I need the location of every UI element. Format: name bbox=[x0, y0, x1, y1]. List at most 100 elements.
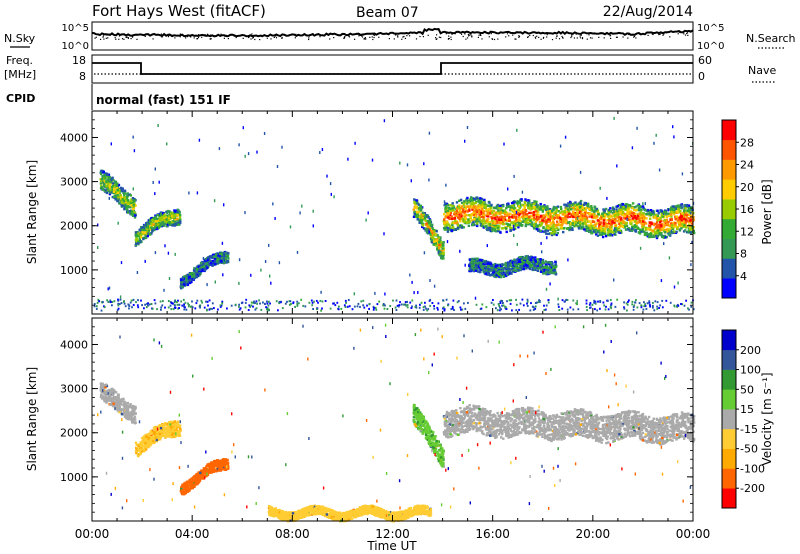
power-cell bbox=[613, 214, 617, 217]
power-cell bbox=[113, 186, 116, 189]
power-cell bbox=[630, 211, 633, 215]
power-cell bbox=[546, 212, 550, 215]
nsearch-point bbox=[659, 33, 661, 35]
power-cell bbox=[478, 208, 481, 211]
power-cell bbox=[447, 214, 450, 218]
power-cell bbox=[495, 275, 498, 279]
power-cell bbox=[685, 204, 688, 207]
power-cell bbox=[516, 220, 520, 223]
power-cell bbox=[469, 198, 472, 201]
power-cell bbox=[511, 208, 514, 211]
nsearch-point bbox=[105, 34, 107, 36]
power-cell bbox=[518, 206, 521, 210]
power-cell bbox=[448, 225, 451, 228]
power-cell bbox=[420, 220, 423, 223]
power-cell bbox=[531, 223, 534, 227]
nsearch-point bbox=[227, 38, 229, 40]
nsearch-point bbox=[610, 37, 612, 39]
power-cell bbox=[534, 220, 538, 224]
power-cell bbox=[576, 303, 578, 306]
nsearch-point bbox=[148, 34, 150, 36]
power-cell bbox=[681, 220, 684, 224]
power-cell bbox=[99, 178, 102, 181]
nsearch-point bbox=[461, 33, 463, 35]
power-cell bbox=[601, 231, 605, 234]
power-cell bbox=[527, 206, 530, 209]
power-cell bbox=[425, 223, 428, 227]
power-cell bbox=[608, 225, 611, 229]
nsearch-point bbox=[518, 35, 520, 37]
power-cell bbox=[593, 205, 596, 208]
power-cell bbox=[534, 256, 537, 259]
power-cell bbox=[132, 213, 135, 216]
nsearch-point bbox=[102, 35, 105, 37]
power-cell bbox=[649, 209, 653, 212]
power-cell bbox=[129, 210, 132, 213]
power-cell bbox=[662, 210, 666, 213]
power-cell bbox=[506, 203, 509, 206]
nsearch-point bbox=[479, 33, 481, 35]
power-cell bbox=[539, 214, 543, 218]
power-cell bbox=[683, 204, 686, 207]
power-cell bbox=[457, 300, 460, 303]
power-cell bbox=[451, 224, 454, 227]
power-cell bbox=[587, 220, 590, 223]
power-cell bbox=[464, 217, 467, 221]
power-cell bbox=[572, 206, 575, 210]
power-cell bbox=[548, 209, 551, 213]
power-cell bbox=[406, 303, 409, 306]
power-cell bbox=[170, 308, 173, 311]
power-cell bbox=[530, 215, 533, 218]
nsearch-point bbox=[477, 36, 479, 38]
nsearch-point bbox=[508, 35, 510, 37]
power-cell bbox=[560, 207, 563, 211]
power-cell bbox=[396, 304, 399, 307]
power-cell bbox=[648, 224, 651, 227]
nsearch-point bbox=[448, 35, 450, 37]
power-cell bbox=[463, 219, 466, 222]
power-cell bbox=[680, 206, 683, 209]
power-cell bbox=[610, 304, 613, 307]
power-cell bbox=[321, 307, 323, 310]
power-cell bbox=[497, 209, 500, 212]
power-cell bbox=[643, 233, 647, 237]
power-cell bbox=[154, 217, 157, 220]
nsearch-point bbox=[372, 34, 375, 36]
power-cell bbox=[115, 183, 118, 187]
power-cell bbox=[123, 208, 126, 211]
power-cell bbox=[165, 210, 168, 214]
power-cell bbox=[163, 213, 166, 216]
power-cell bbox=[210, 262, 213, 265]
power-cell bbox=[443, 204, 446, 207]
power-cell bbox=[432, 243, 436, 246]
power-cell bbox=[609, 229, 613, 233]
power-cell bbox=[433, 305, 435, 307]
power-cell bbox=[96, 301, 99, 304]
power-cell bbox=[108, 184, 111, 187]
power-cell bbox=[580, 218, 584, 222]
power-cell bbox=[569, 201, 572, 205]
power-cell bbox=[436, 234, 439, 237]
power-cell bbox=[319, 299, 322, 302]
nsearch-point bbox=[622, 36, 624, 38]
nsearch-point bbox=[397, 36, 399, 38]
nsearch-point bbox=[505, 36, 507, 38]
nsky-line bbox=[91, 27, 694, 38]
power-cell bbox=[164, 221, 167, 224]
power-cell bbox=[136, 239, 139, 242]
power-cell bbox=[478, 213, 481, 217]
power-cell bbox=[627, 207, 631, 210]
power-cell bbox=[532, 203, 535, 206]
power-cell bbox=[547, 299, 550, 302]
power-cell bbox=[453, 211, 456, 214]
freq-label: Freq. bbox=[6, 54, 33, 67]
power-cell bbox=[609, 223, 613, 226]
power-cell bbox=[459, 220, 462, 223]
power-cell bbox=[452, 226, 455, 229]
power-cell bbox=[569, 208, 572, 211]
power-cell bbox=[130, 204, 133, 207]
power-cell bbox=[111, 188, 114, 191]
nsearch-point bbox=[647, 34, 649, 36]
power-cell bbox=[580, 212, 583, 215]
power-cell bbox=[521, 220, 524, 224]
